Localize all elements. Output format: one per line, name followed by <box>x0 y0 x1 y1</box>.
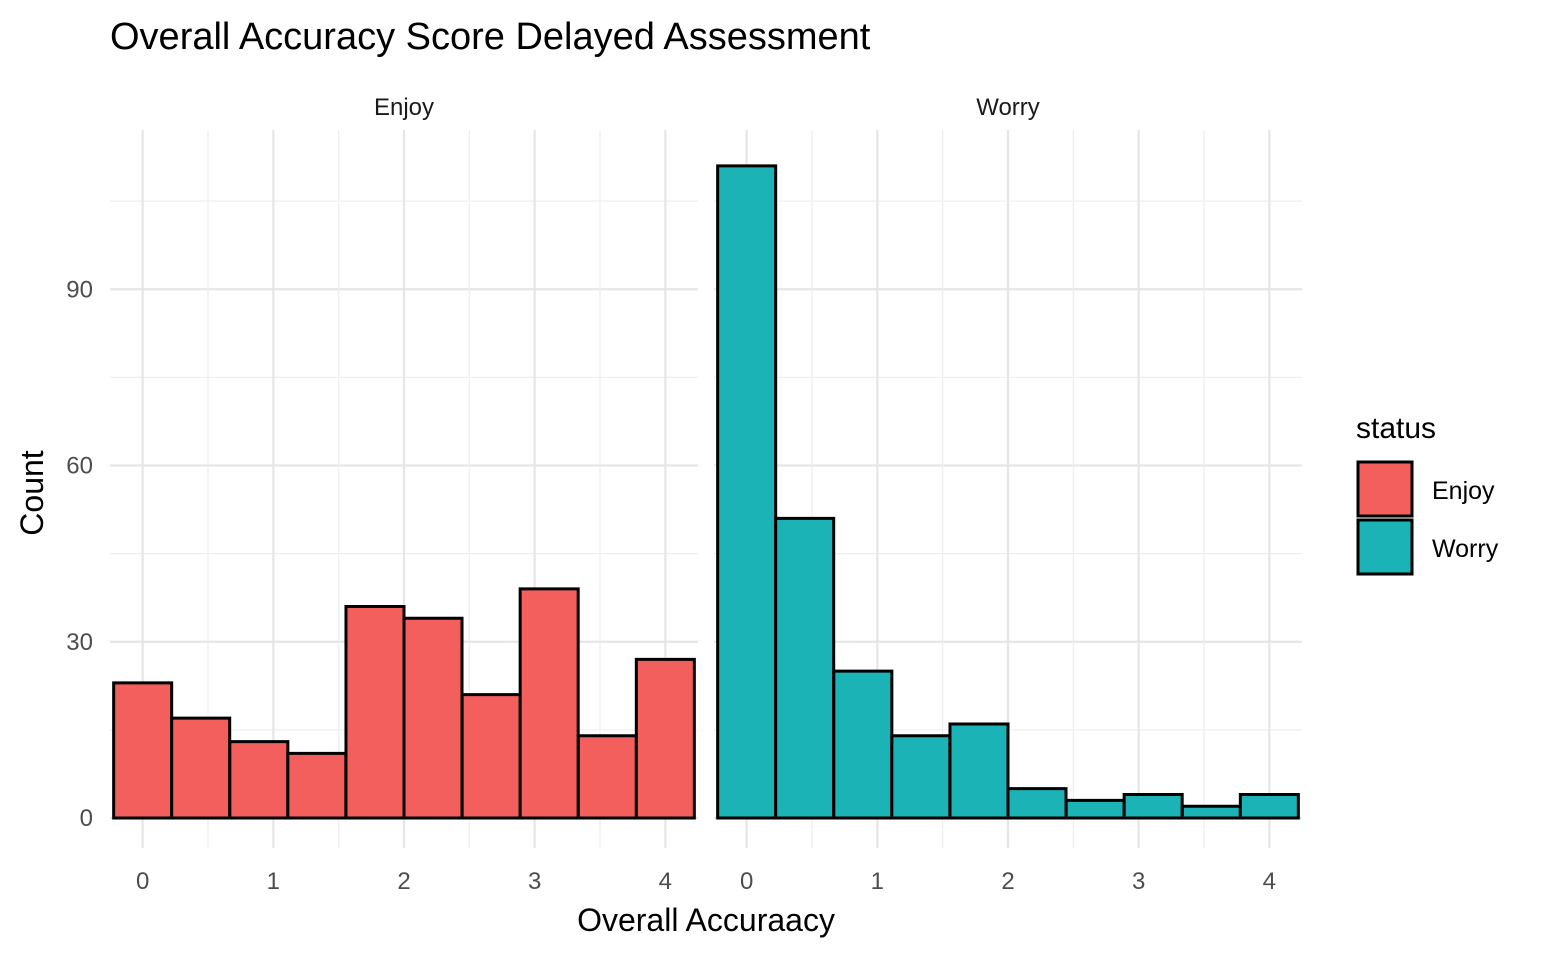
legend-label: Enjoy <box>1432 477 1495 505</box>
y-tick-label: 60 <box>66 453 93 480</box>
histogram-bar <box>286 751 348 820</box>
x-axis-ticks: 0 1 2 3 4 <box>740 868 1276 895</box>
bars-enjoy <box>112 587 696 820</box>
x-tick-label: 4 <box>1263 868 1276 895</box>
x-tick-label: 2 <box>397 868 410 895</box>
histogram-bar <box>112 681 174 820</box>
histogram-bar <box>170 716 232 820</box>
histogram-bar <box>716 164 778 820</box>
y-tick-label: 30 <box>66 629 93 656</box>
x-tick-label: 0 <box>136 868 149 895</box>
y-tick-label: 90 <box>66 276 93 303</box>
x-tick-label: 1 <box>267 868 280 895</box>
x-tick-label: 1 <box>871 868 884 895</box>
x-tick-label: 2 <box>1001 868 1014 895</box>
histogram-bar <box>634 657 696 820</box>
histogram-bar <box>1006 787 1068 820</box>
x-tick-label: 3 <box>1132 868 1145 895</box>
histogram-bar <box>1180 804 1242 820</box>
x-tick-label: 0 <box>740 868 753 895</box>
x-axis-label: Overall Accuraacy <box>577 902 835 938</box>
panel-enjoy: Enjoy 0 1 2 3 4 <box>110 94 698 895</box>
legend-label: Worry <box>1432 535 1499 563</box>
x-tick-label: 3 <box>528 868 541 895</box>
legend-key-enjoy <box>1356 460 1414 518</box>
histogram-bar <box>1238 793 1300 820</box>
panel-worry: Worry 0 1 2 3 4 <box>714 94 1302 895</box>
histogram-bar <box>948 722 1010 820</box>
histogram-bar <box>344 605 406 820</box>
panel-strip-label: Worry <box>976 94 1040 121</box>
legend-key-worry <box>1356 518 1414 576</box>
histogram-bar <box>576 734 638 820</box>
y-axis-label: Count <box>14 450 50 536</box>
histogram-bar <box>774 516 836 820</box>
y-tick-label: 0 <box>80 805 93 832</box>
histogram-bar <box>518 587 580 820</box>
histogram-bar <box>890 734 952 820</box>
panel-strip-label: Enjoy <box>374 94 434 121</box>
x-axis-ticks: 0 1 2 3 4 <box>136 868 672 895</box>
legend: status Enjoy Worry <box>1356 412 1499 576</box>
histogram-bar <box>832 669 894 820</box>
y-axis-ticks: 0 30 60 90 <box>66 276 93 832</box>
histogram-bar <box>1122 793 1184 820</box>
x-tick-label: 4 <box>659 868 672 895</box>
histogram-bar <box>402 616 464 820</box>
histogram-bar <box>460 693 522 820</box>
histogram-bar <box>1064 798 1126 820</box>
bars-worry <box>716 164 1300 820</box>
legend-title: status <box>1356 412 1436 445</box>
histogram-bar <box>228 740 290 820</box>
chart-title: Overall Accuracy Score Delayed Assessmen… <box>110 16 871 58</box>
